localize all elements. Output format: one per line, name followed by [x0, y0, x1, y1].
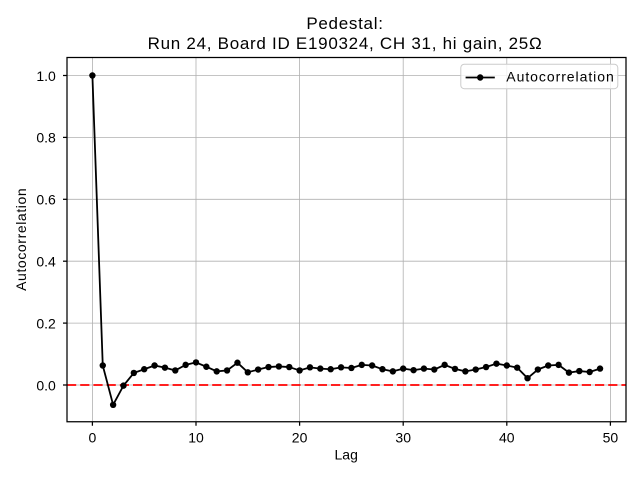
svg-text:0.8: 0.8 — [36, 130, 56, 146]
svg-text:0.2: 0.2 — [36, 315, 56, 331]
svg-text:Lag: Lag — [335, 447, 358, 463]
svg-text:0.4: 0.4 — [36, 254, 56, 270]
svg-text:Autocorrelation: Autocorrelation — [506, 69, 614, 85]
svg-text:20: 20 — [292, 429, 308, 445]
svg-text:Pedestal:: Pedestal: — [306, 14, 383, 33]
svg-text:40: 40 — [499, 429, 515, 445]
svg-text:0.6: 0.6 — [36, 192, 56, 208]
svg-text:Run 24, Board ID E190324, CH 3: Run 24, Board ID E190324, CH 31, hi gain… — [148, 34, 543, 53]
svg-text:10: 10 — [188, 429, 204, 445]
svg-text:30: 30 — [395, 429, 411, 445]
svg-text:0.0: 0.0 — [36, 377, 56, 393]
svg-text:Autocorrelation: Autocorrelation — [13, 188, 29, 291]
svg-text:0: 0 — [89, 429, 97, 445]
svg-text:1.0: 1.0 — [36, 68, 56, 84]
svg-text:50: 50 — [603, 429, 619, 445]
